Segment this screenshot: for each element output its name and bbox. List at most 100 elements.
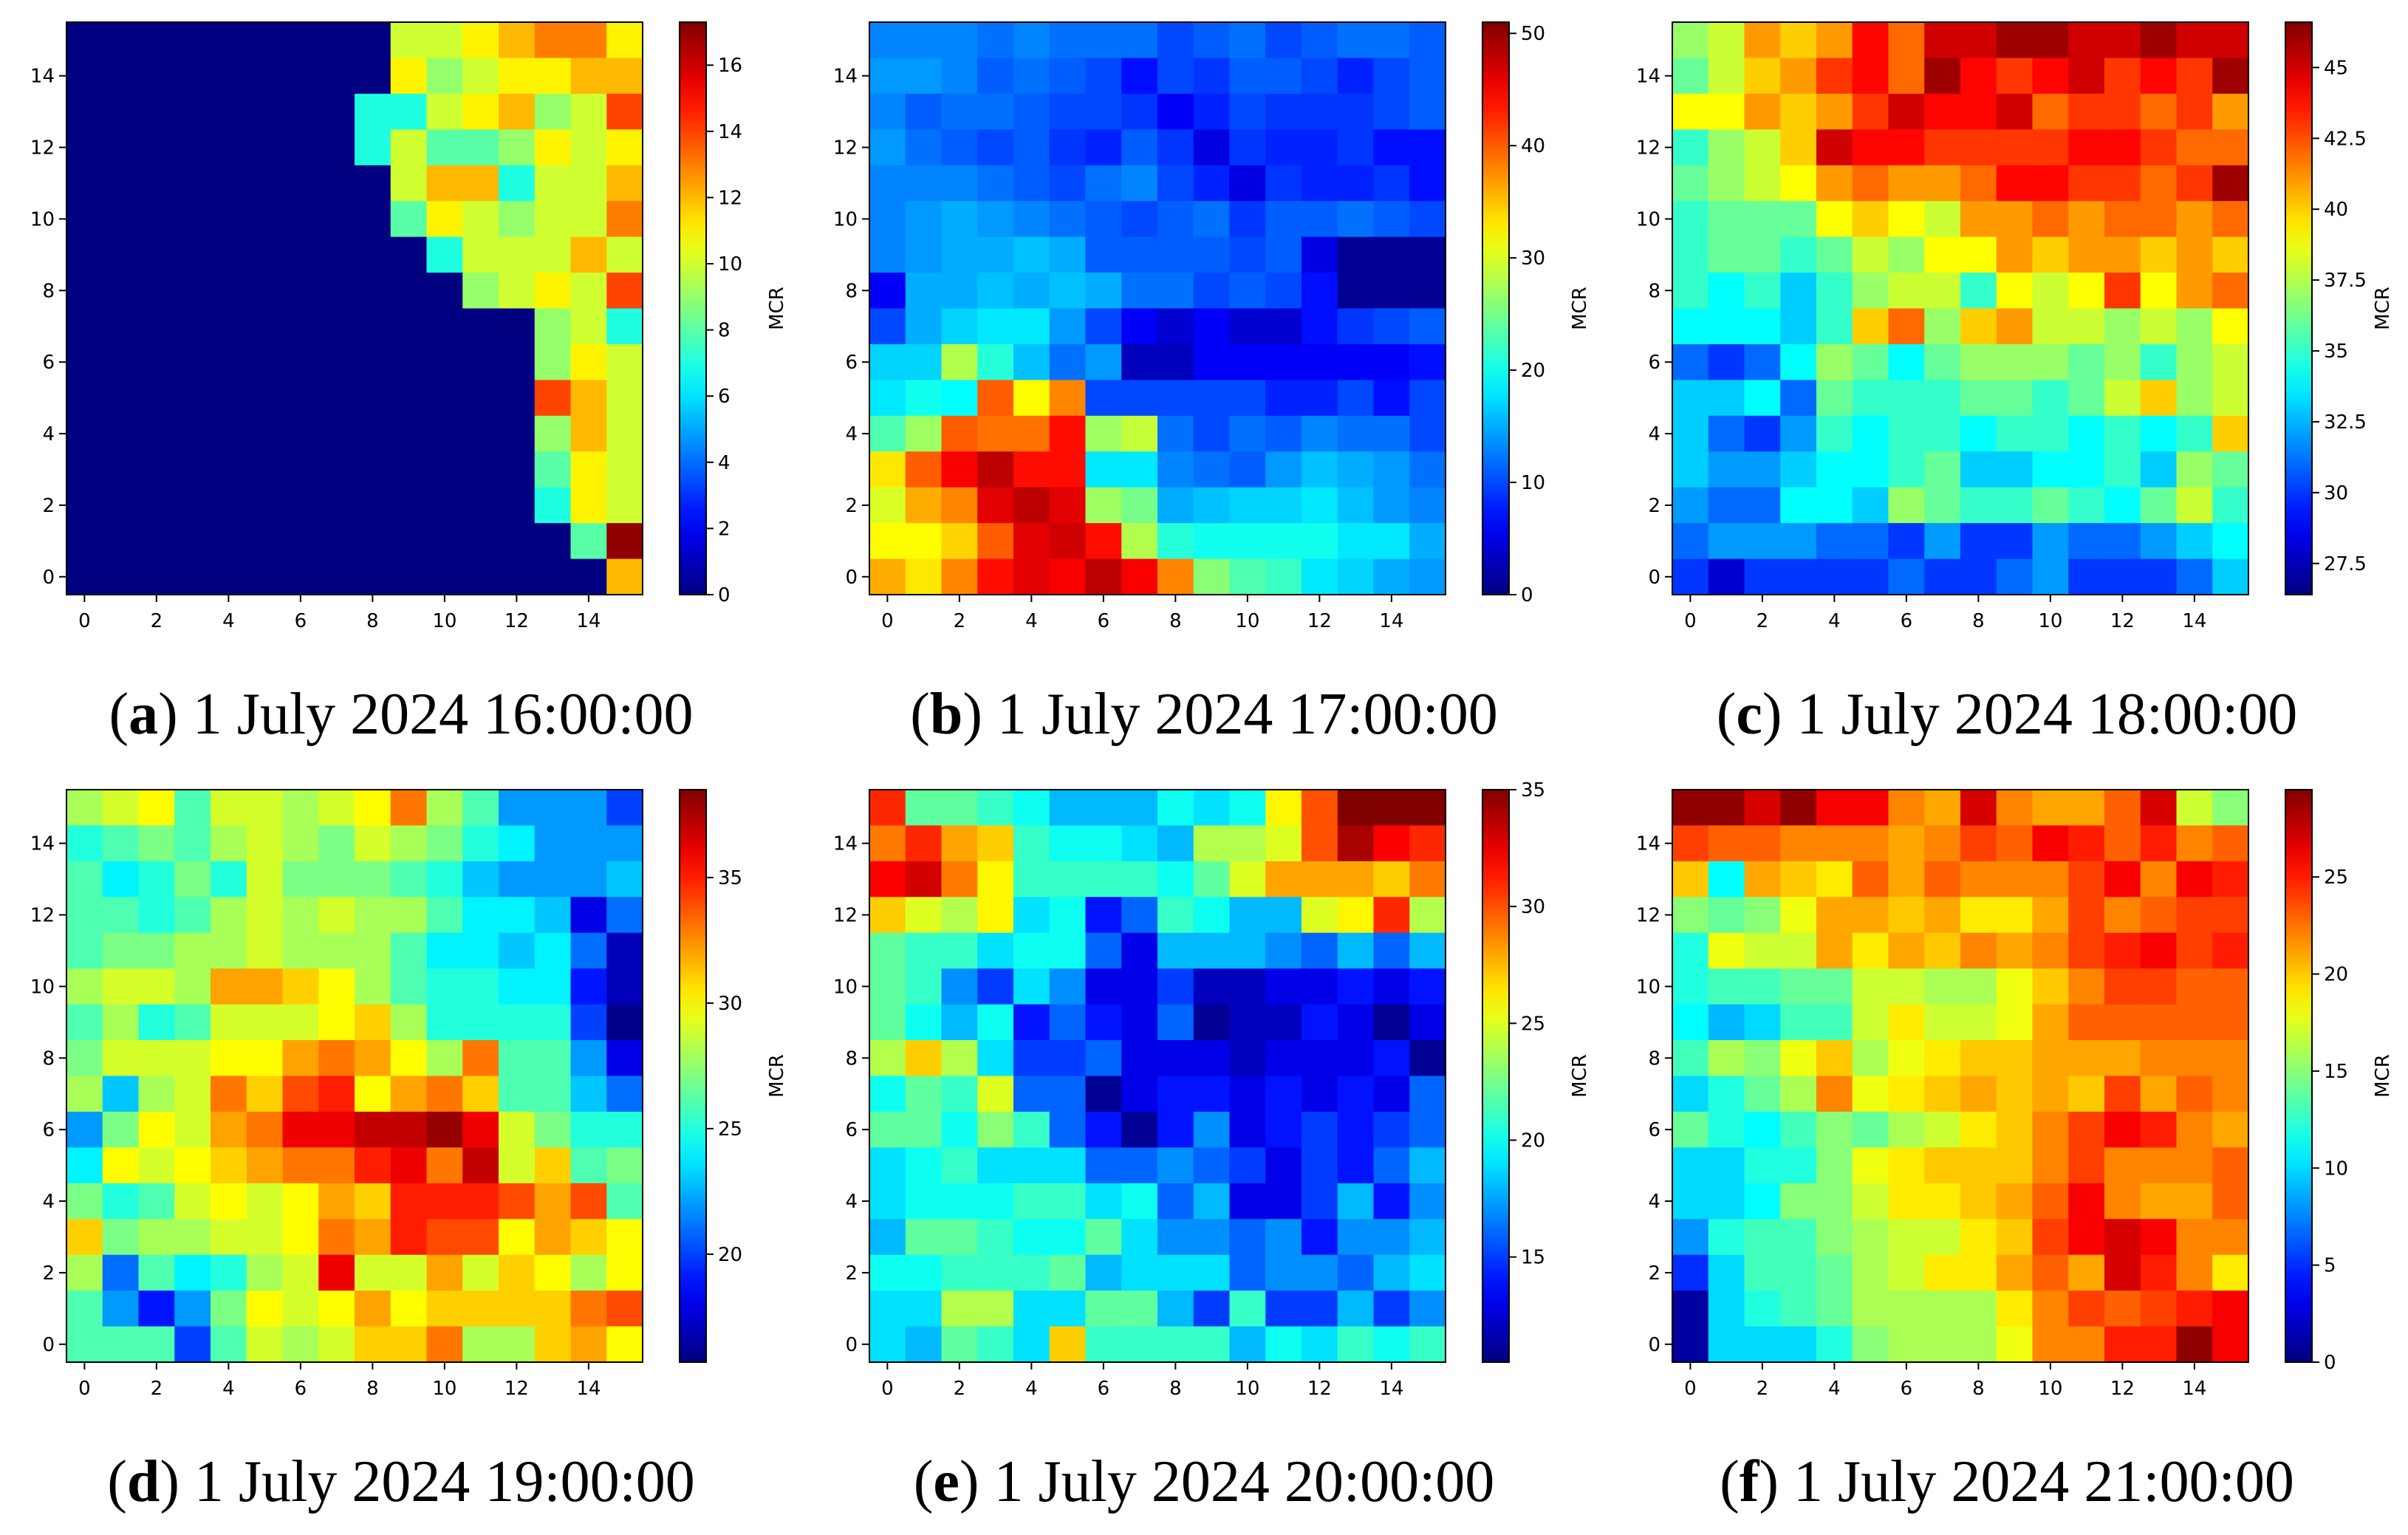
heatmap-cell (462, 58, 499, 95)
heatmap-cell (1049, 129, 1087, 166)
heatmap-cell (1265, 93, 1302, 130)
heatmap-cell (905, 415, 943, 452)
y-tick-label: 8 (845, 1047, 858, 1070)
heatmap-cell (1337, 451, 1375, 488)
heatmap-cell (2212, 968, 2249, 1005)
heatmap-cell (1121, 1219, 1158, 1256)
heatmap-cell (570, 968, 607, 1005)
heatmap-cell (318, 1219, 355, 1256)
colorbar-tick-label: 30 (718, 993, 742, 1015)
heatmap-cell (246, 932, 284, 969)
heatmap-cell (2032, 1254, 2069, 1291)
heatmap-cell (102, 93, 140, 130)
y-tick-label: 6 (845, 352, 858, 374)
heatmap-cell (211, 308, 247, 345)
heatmap-cell (1013, 1040, 1050, 1077)
heatmap-cell (1302, 93, 1338, 130)
heatmap-cell (1157, 58, 1194, 95)
heatmap-cell (1924, 1326, 1961, 1363)
heatmap-cell (1373, 861, 1410, 898)
heatmap-cell (1229, 1147, 1266, 1184)
heatmap-cell (1708, 1147, 1745, 1184)
panel-c: 0 2 4 6 8 10 12 14 0 2 4 6 8 10 12 14 27.5 30 32.5 35 37.5 40… (1606, 0, 2408, 768)
heatmap-cell (1193, 236, 1231, 273)
heatmap-cell (174, 273, 211, 310)
heatmap-cell (1265, 1183, 1302, 1220)
heatmap-cell (905, 1004, 943, 1041)
heatmap-cell (426, 1219, 463, 1256)
heatmap-cell (1409, 1183, 1446, 1220)
colorbar (2285, 21, 2313, 595)
heatmap-cell (941, 308, 978, 345)
heatmap-cell (1996, 523, 2034, 560)
heatmap-cell (606, 129, 643, 166)
heatmap-cell (1924, 1147, 1961, 1184)
heatmap-cell (102, 236, 140, 273)
heatmap-cell (869, 487, 906, 524)
heatmap-cell (102, 932, 140, 969)
heatmap-cell (1924, 1111, 1961, 1148)
heatmap-cell (1337, 523, 1375, 560)
heatmap-cell (462, 1076, 499, 1112)
heatmap-cell (462, 201, 499, 238)
heatmap-cell (66, 165, 103, 202)
heatmap-cell (1157, 1040, 1194, 1077)
heatmap-cell (905, 1254, 943, 1291)
heatmap-cell (211, 1111, 247, 1148)
plot-frame (869, 789, 1446, 1363)
heatmap-cell (2140, 129, 2178, 166)
heatmap-cell (318, 415, 355, 452)
x-tick-label: 0 (78, 1378, 91, 1400)
heatmap-cell (1960, 487, 1997, 524)
heatmap-cell (1852, 1040, 1889, 1077)
heatmap-cell (1229, 558, 1266, 595)
heatmap-cell (570, 1076, 607, 1112)
heatmap-cell (318, 93, 355, 130)
heatmap-cell (1229, 1004, 1266, 1041)
heatmap-cell (355, 1183, 391, 1220)
colorbar-tick-label: 32.5 (2324, 411, 2367, 434)
heatmap-cell (1996, 790, 2034, 827)
heatmap-cell (1337, 165, 1375, 202)
heatmap-cell (318, 861, 355, 898)
heatmap-cell (570, 129, 607, 166)
heatmap-cell (1708, 93, 1745, 130)
heatmap-cell (869, 897, 906, 934)
heatmap-cell (2104, 22, 2141, 59)
heatmap-cell (246, 273, 284, 310)
heatmap-cell (1157, 790, 1194, 827)
heatmap-cell (1744, 1040, 1781, 1077)
heatmap-cell (1193, 93, 1231, 130)
heatmap-cell (1085, 1004, 1122, 1041)
colorbar (1482, 789, 1510, 1363)
heatmap-cell (282, 790, 319, 827)
heatmap-cell (1302, 201, 1338, 238)
heatmap-cell (2176, 558, 2213, 595)
heatmap-cell (2176, 968, 2213, 1005)
heatmap-cell (1409, 1290, 1446, 1327)
colorbar (1482, 21, 1510, 595)
heatmap-cell (1049, 1040, 1087, 1077)
heatmap-cell (2140, 897, 2178, 934)
heatmap-cell (1049, 451, 1087, 488)
heatmap-cell (1013, 790, 1050, 827)
heatmap-cell (1672, 1219, 1709, 1256)
heatmap-cell (1229, 273, 1266, 310)
heatmap-cell (1852, 165, 1889, 202)
heatmap-cell (1373, 1040, 1410, 1077)
heatmap-cell (534, 1004, 572, 1041)
heatmap-cell (1049, 308, 1087, 345)
heatmap-cell (1337, 93, 1375, 130)
heatmap-cell (905, 58, 943, 95)
heatmap-cell (1049, 165, 1087, 202)
heatmap-cell (355, 415, 391, 452)
heatmap-cell (1013, 523, 1050, 560)
heatmap-cell (499, 58, 536, 95)
heatmap-cell (1409, 22, 1446, 59)
heatmap-cell (1085, 897, 1122, 934)
heatmap-cell (462, 487, 499, 524)
heatmap-cell (66, 451, 103, 488)
heatmap-cell (1816, 1147, 1853, 1184)
heatmap-cell (2032, 1219, 2069, 1256)
heatmap-cell (2068, 932, 2105, 969)
